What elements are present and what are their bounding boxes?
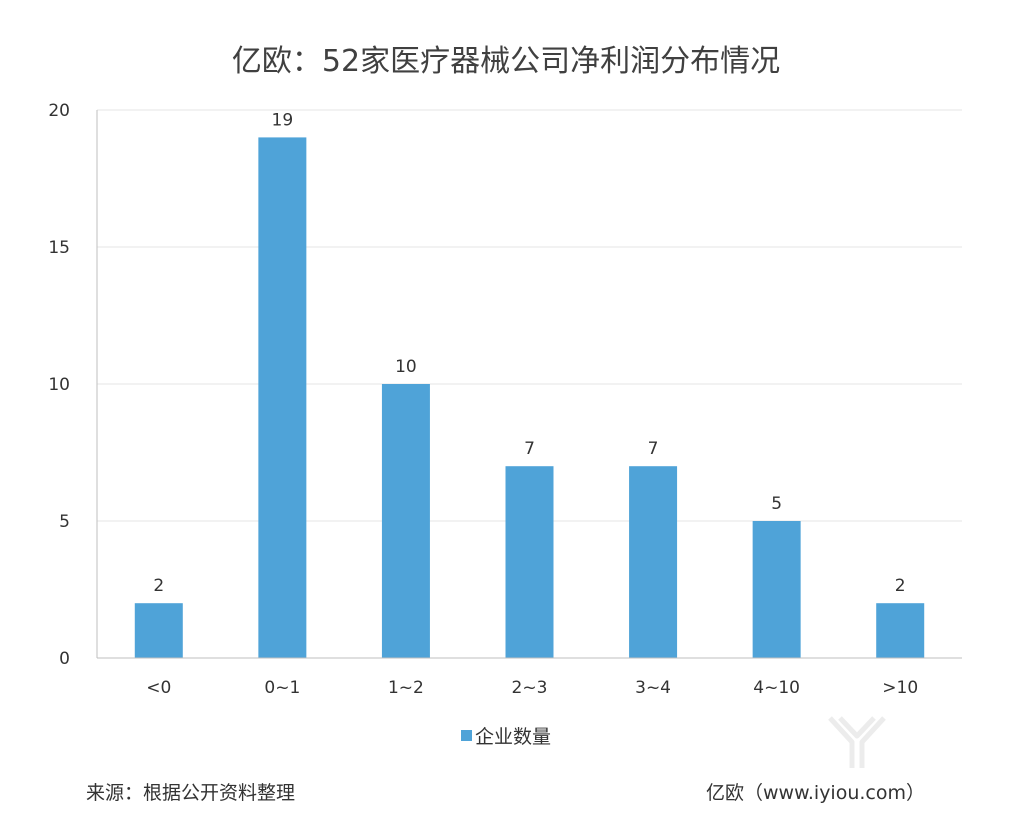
bars <box>134 137 925 658</box>
data-label: 7 <box>648 439 659 459</box>
x-axis-ticks: <0 0~1 1~2 2~3 3~4 4~10 >10 <box>146 678 918 698</box>
legend-label: 企业数量 <box>474 726 551 748</box>
x-tick-label: 0~1 <box>264 678 300 698</box>
legend: 企业数量 <box>0 722 1012 749</box>
legend-swatch <box>460 730 472 741</box>
bar <box>258 137 307 658</box>
bar <box>752 521 801 658</box>
source-note: 来源：根据公开资料整理 <box>86 782 296 804</box>
x-tick-label: 3~4 <box>635 678 671 698</box>
y-tick-label: 5 <box>59 512 70 532</box>
y-tick-label: 15 <box>48 238 70 258</box>
credit-note: 亿欧（www.iyiou.com） <box>706 782 926 804</box>
data-label: 19 <box>272 110 294 130</box>
y-tick-label: 10 <box>48 375 70 395</box>
data-labels: 2 19 10 7 7 5 2 <box>153 110 905 596</box>
data-label: 5 <box>771 494 782 514</box>
bar <box>134 603 183 658</box>
bar <box>505 466 554 658</box>
bar <box>876 603 925 658</box>
data-label: 10 <box>395 357 417 377</box>
chart-title: 亿欧：52家医疗器械公司净利润分布情况 <box>231 44 781 79</box>
y-tick-label: 0 <box>59 649 70 669</box>
x-tick-label: 2~3 <box>512 678 548 698</box>
bar <box>629 466 678 658</box>
data-label: 7 <box>524 439 535 459</box>
y-tick-label: 20 <box>48 101 70 121</box>
x-tick-label: 4~10 <box>753 678 800 698</box>
y-axis-ticks: 0 5 10 15 20 <box>48 101 70 669</box>
data-label: 2 <box>153 576 164 596</box>
data-label: 2 <box>895 576 906 596</box>
bar <box>381 384 430 658</box>
watermark-logo <box>828 716 886 768</box>
x-tick-label: >10 <box>882 678 918 698</box>
gridlines <box>97 109 962 522</box>
x-tick-label: <0 <box>146 678 171 698</box>
x-tick-label: 1~2 <box>388 678 424 698</box>
